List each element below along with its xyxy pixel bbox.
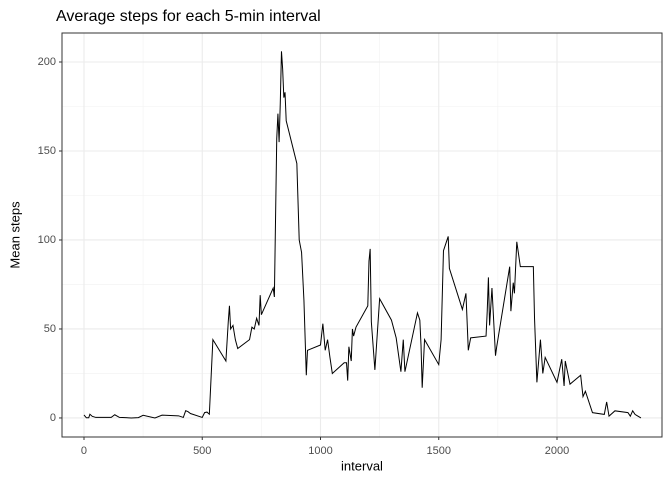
y-tick-label: 100	[38, 234, 56, 246]
x-tick-label: 1000	[308, 445, 332, 457]
x-axis-title: interval	[341, 458, 383, 473]
x-tick-label: 0	[81, 445, 87, 457]
y-tick-label: 150	[38, 145, 56, 157]
panel-border	[61, 32, 663, 438]
y-tick-label: 50	[44, 323, 56, 335]
y-tick-label: 0	[50, 412, 56, 424]
x-tick-label: 500	[193, 445, 211, 457]
y-axis-title: Mean steps	[7, 201, 22, 269]
x-tick-label: 1500	[427, 445, 451, 457]
line	[83, 51, 642, 419]
y-tick-label: 200	[38, 56, 56, 68]
x-tick-label: 2000	[545, 445, 569, 457]
chart-title: Average steps for each 5-min interval	[56, 8, 321, 25]
